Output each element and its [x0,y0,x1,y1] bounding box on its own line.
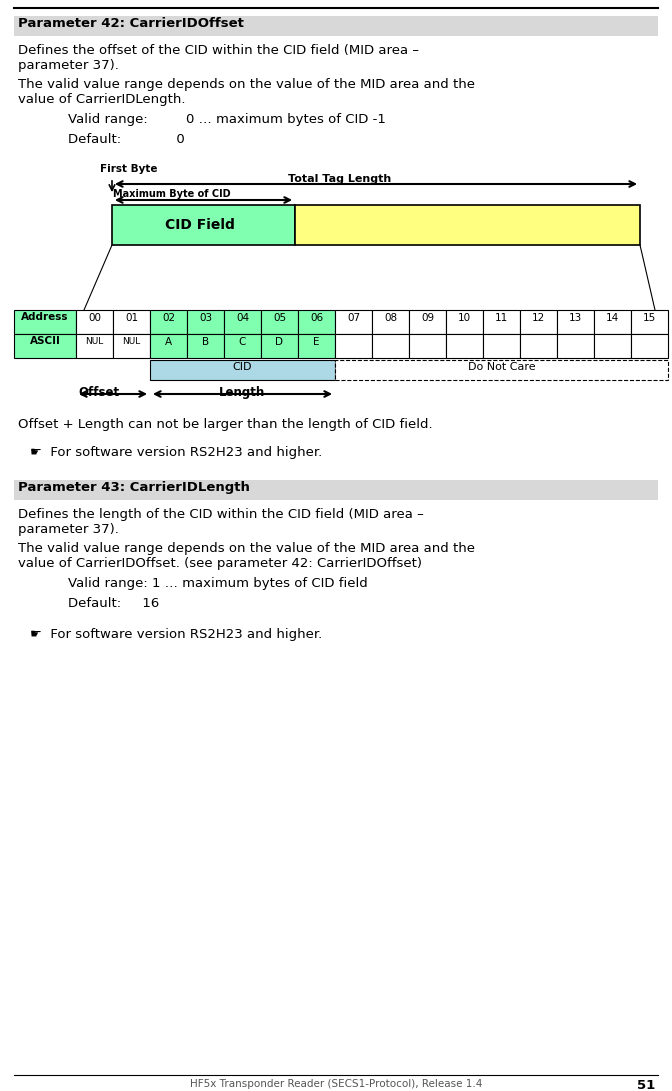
Text: Length: Length [219,386,265,399]
Text: Default:     16: Default: 16 [68,597,159,610]
Bar [295,205,640,245]
Bar [261,310,298,334]
Bar [557,334,594,358]
Text: Valid range:         0 … maximum bytes of CID -1: Valid range: 0 … maximum bytes of CID -1 [68,113,386,125]
Text: 00: 00 [88,313,101,323]
Text: 06: 06 [310,313,323,323]
Text: 51: 51 [637,1079,655,1091]
Text: 12: 12 [532,313,545,323]
Text: 09: 09 [421,313,434,323]
Bar [594,310,631,334]
Text: Valid range: 1 … maximum bytes of CID field: Valid range: 1 … maximum bytes of CID fi… [68,577,368,590]
Text: Defines the offset of the CID within the CID field (MID area –
parameter 37).: Defines the offset of the CID within the… [18,44,419,72]
Text: NUL: NUL [85,337,103,346]
Bar [14,16,658,36]
Text: 14: 14 [606,313,619,323]
Text: Total Tag Length: Total Tag Length [288,173,392,184]
Text: Parameter 42: CarrierIDOffset: Parameter 42: CarrierIDOffset [18,17,244,29]
Text: C: C [239,337,246,347]
Text: NUL: NUL [122,337,140,346]
Bar [150,334,187,358]
Bar [187,334,224,358]
Bar [372,334,409,358]
Text: 13: 13 [569,313,582,323]
Bar [483,334,520,358]
Text: The valid value range depends on the value of the MID area and the
value of Carr: The valid value range depends on the val… [18,542,475,570]
Text: Maximum Byte of CID: Maximum Byte of CID [113,189,230,199]
Text: E: E [313,337,320,347]
Text: First Byte: First Byte [100,164,157,173]
Text: 10: 10 [458,313,471,323]
Bar [150,360,335,380]
Text: ASCII: ASCII [30,336,60,346]
Bar [372,310,409,334]
Bar [335,310,372,334]
Text: 07: 07 [347,313,360,323]
Bar [631,334,668,358]
Bar [446,334,483,358]
Bar [520,310,557,334]
Bar [631,310,668,334]
Bar [14,310,76,334]
Text: B: B [202,337,209,347]
Text: The valid value range depends on the value of the MID area and the
value of Carr: The valid value range depends on the val… [18,77,475,106]
Text: 02: 02 [162,313,175,323]
Bar [113,334,150,358]
Text: Default:             0: Default: 0 [68,133,185,146]
Text: ☛  For software version RS2H23 and higher.: ☛ For software version RS2H23 and higher… [30,628,323,642]
Text: 04: 04 [236,313,249,323]
Bar [409,310,446,334]
Bar [409,334,446,358]
Bar [594,334,631,358]
Bar [520,334,557,358]
Text: 11: 11 [495,313,508,323]
Text: D: D [276,337,284,347]
Text: Offset + Length can not be larger than the length of CID field.: Offset + Length can not be larger than t… [18,418,433,431]
Bar [261,334,298,358]
Bar [76,310,113,334]
Bar [14,480,658,500]
Bar [224,334,261,358]
Bar [14,334,76,358]
Text: Defines the length of the CID within the CID field (MID area –
parameter 37).: Defines the length of the CID within the… [18,508,424,536]
Text: 15: 15 [643,313,656,323]
Bar [483,310,520,334]
Bar [298,310,335,334]
Bar [76,334,113,358]
Bar [112,205,295,245]
Bar [557,310,594,334]
Text: A: A [165,337,172,347]
Text: 05: 05 [273,313,286,323]
Text: Address: Address [22,312,69,322]
Text: CID: CID [233,362,252,372]
Bar [187,310,224,334]
Text: ☛  For software version RS2H23 and higher.: ☛ For software version RS2H23 and higher… [30,446,323,459]
Bar [224,310,261,334]
Text: 03: 03 [199,313,212,323]
Bar [298,334,335,358]
Text: Parameter 43: CarrierIDLength: Parameter 43: CarrierIDLength [18,481,250,494]
Text: 08: 08 [384,313,397,323]
Bar [335,360,668,380]
Text: HF5x Transponder Reader (SECS1-Protocol), Release 1.4: HF5x Transponder Reader (SECS1-Protocol)… [190,1079,482,1089]
Bar [446,310,483,334]
Text: Do Not Care: Do Not Care [468,362,536,372]
Bar [150,310,187,334]
Text: 01: 01 [125,313,138,323]
Bar [335,334,372,358]
Bar [113,310,150,334]
Text: Offset: Offset [78,386,119,399]
Text: CID Field: CID Field [165,218,235,232]
